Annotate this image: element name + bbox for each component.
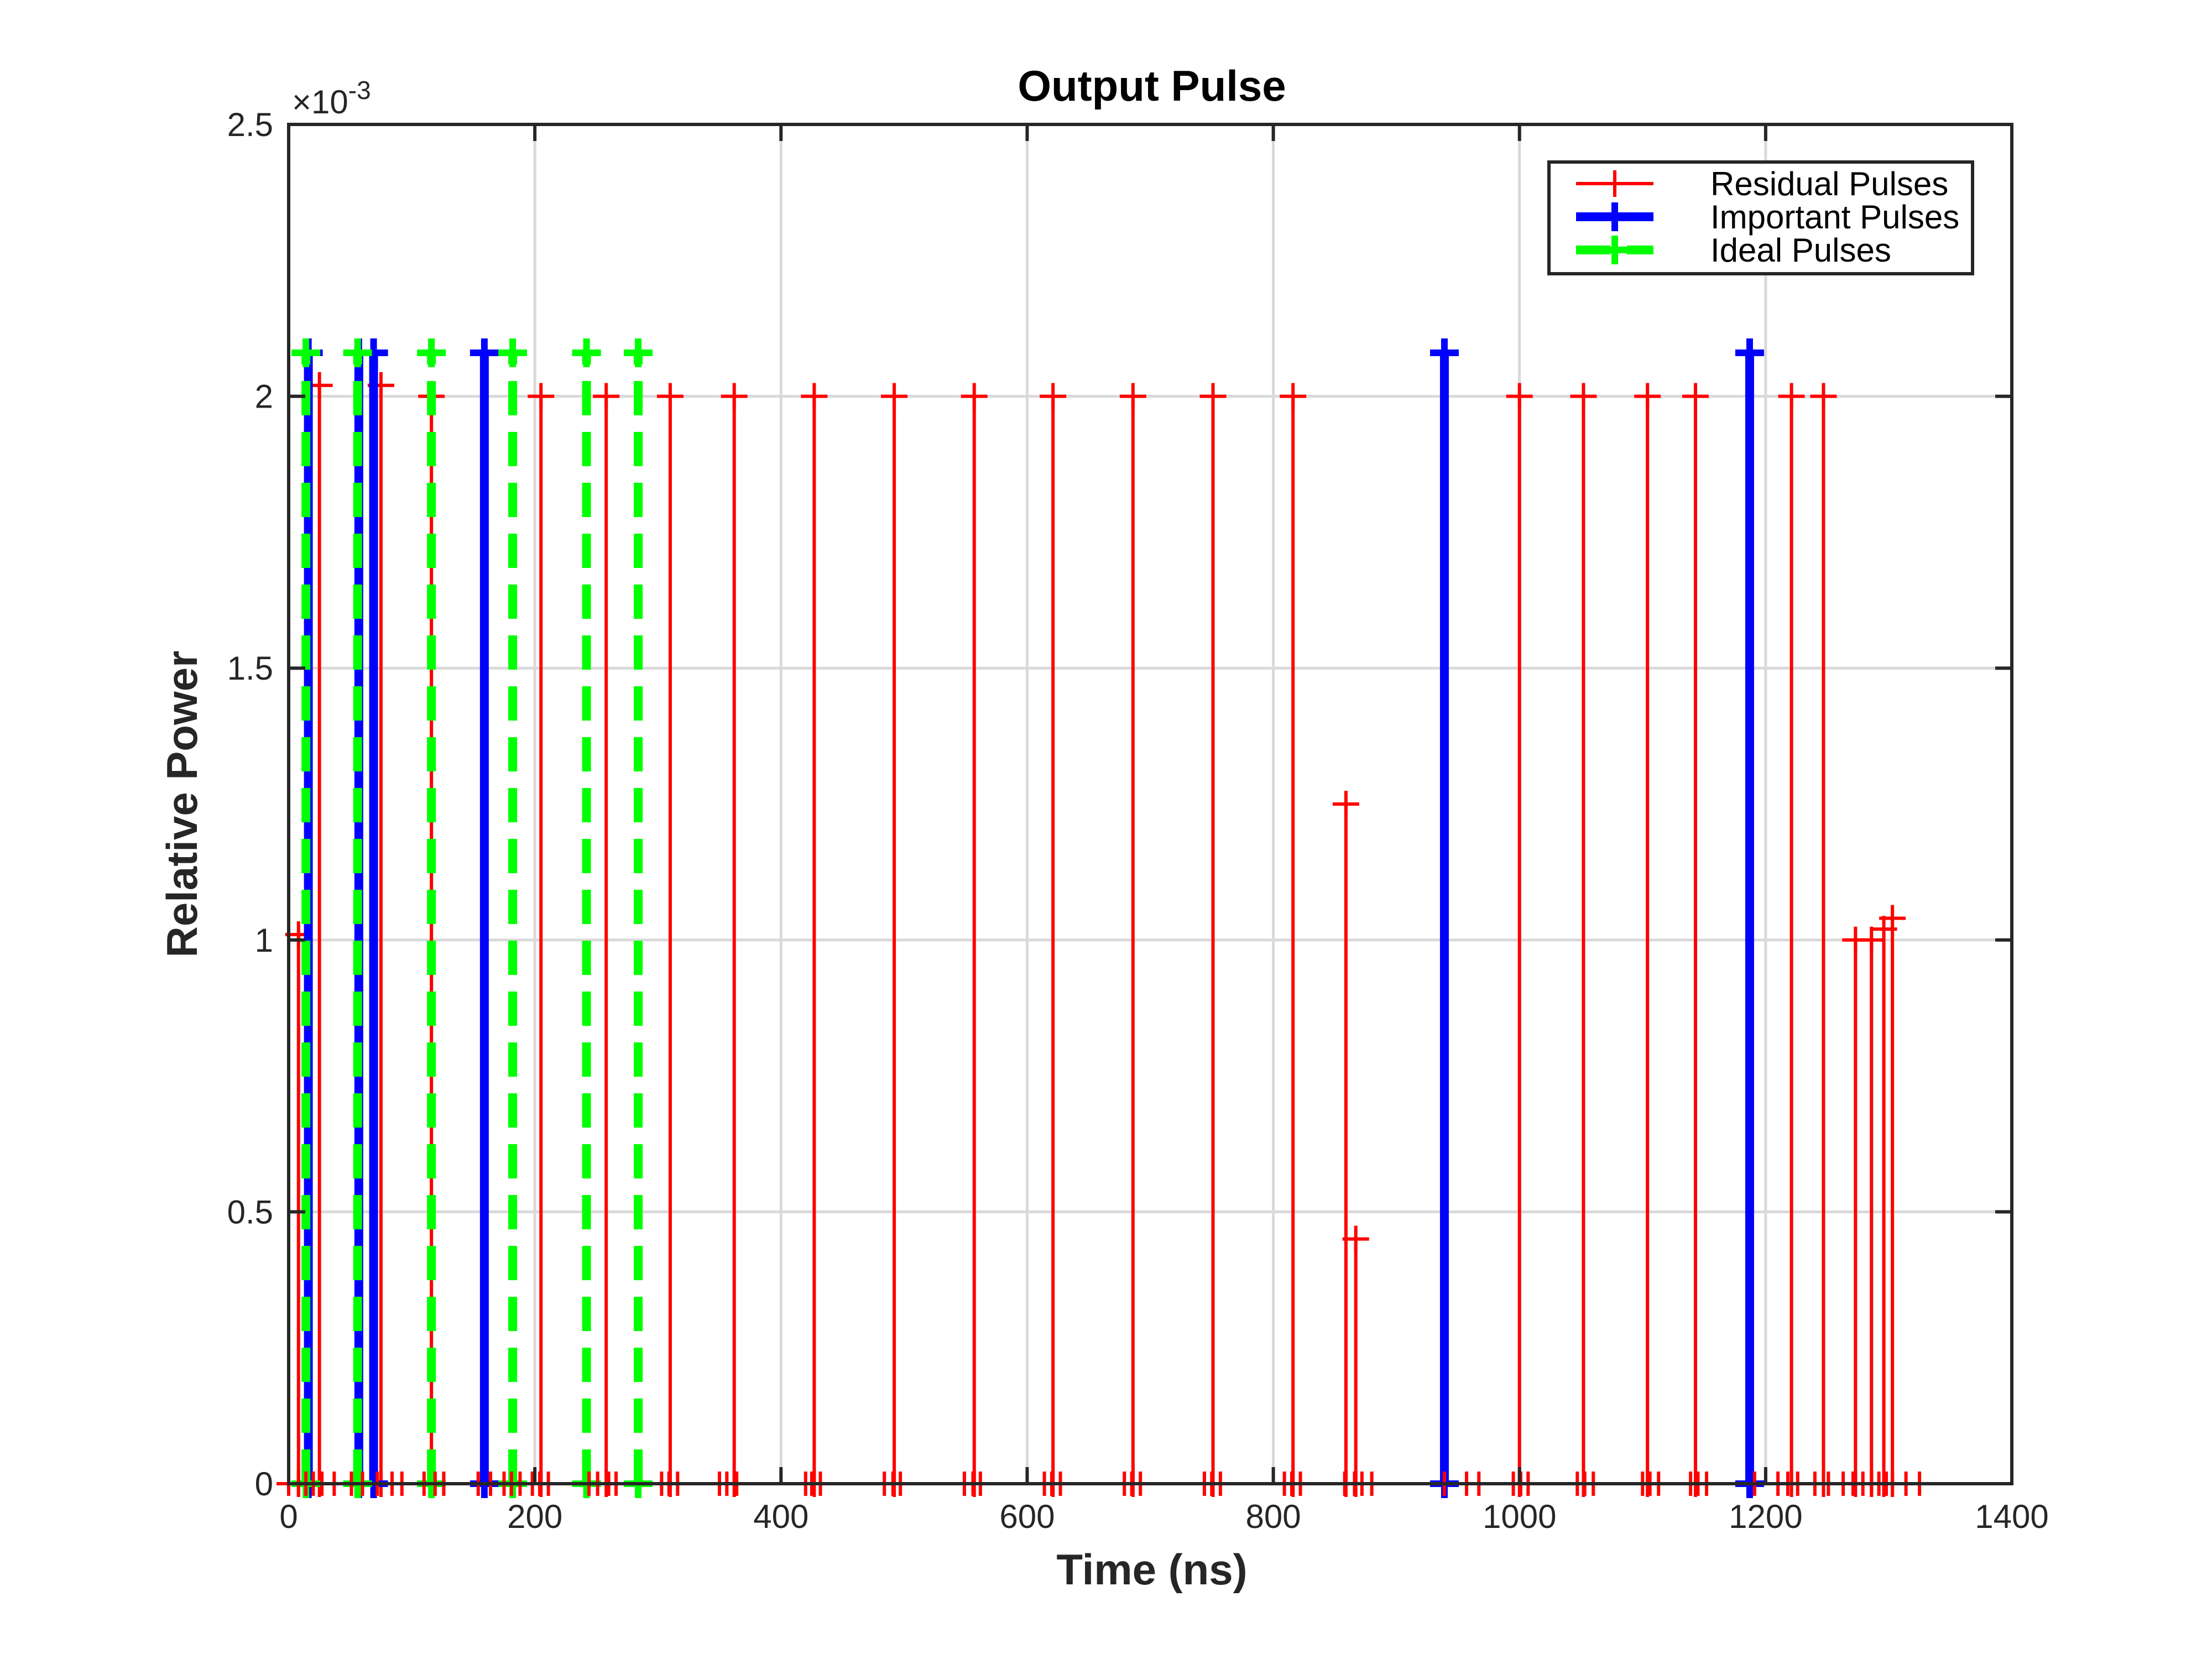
series-2-peak-marker-2 <box>417 338 446 367</box>
series-0-peak-marker-13 <box>1199 383 1227 410</box>
series-0-peak-marker-18 <box>1570 383 1597 410</box>
series-0-peak-marker-17 <box>1506 383 1533 410</box>
grid-lines <box>289 124 2012 1484</box>
series-0-peak-marker-12 <box>1119 383 1146 410</box>
series-0-peak-marker-19 <box>1634 383 1661 410</box>
legend-marker-2 <box>1600 236 1629 264</box>
y-tick-label-4: 2 <box>255 378 273 415</box>
series-0-peak-marker-21 <box>1778 383 1805 410</box>
series-0-peak-marker-7 <box>721 383 748 410</box>
y-tick-label-3: 1.5 <box>227 650 273 687</box>
series-0-peak-marker-6 <box>656 383 684 410</box>
plot-area <box>276 123 2013 1498</box>
y-tick-label-0: 0 <box>255 1465 273 1503</box>
y-axis-label: Relative Power <box>158 651 206 958</box>
data-series <box>285 338 1906 1498</box>
series-0-peak-marker-24 <box>1858 926 1885 953</box>
series-2-peak-marker-4 <box>572 338 601 367</box>
x-tick-label-0: 0 <box>279 1498 298 1535</box>
y-tick-label-5: 2.5 <box>227 106 273 143</box>
series-2-peak-marker-5 <box>624 338 653 367</box>
y-exponent-power: -3 <box>348 76 371 105</box>
series-0-peak-marker-15 <box>1332 791 1359 817</box>
series-1-peak-marker-5 <box>1735 338 1764 367</box>
series-1-peak-marker-3 <box>469 338 499 367</box>
series-0-peak-marker-26 <box>1879 905 1906 932</box>
x-axis-label: Time (ns) <box>1056 1545 1247 1594</box>
series-0-peak-marker-10 <box>961 383 988 410</box>
series-0 <box>285 372 1906 1497</box>
x-tick-labels: 0 200 400 600 800 1000 1200 1400 <box>279 1498 2048 1535</box>
legend-marker-0 <box>1601 170 1628 197</box>
series-1-peak-marker-4 <box>1430 338 1459 367</box>
legend-label-2: Ideal Pulses <box>1710 232 1891 269</box>
series-0-peak-marker-8 <box>801 383 828 410</box>
y-tick-labels: 0 0.5 1 1.5 2 2.5 <box>227 106 273 1503</box>
y-tick-label-2: 1 <box>255 922 273 959</box>
series-0-peak-marker-9 <box>881 383 908 410</box>
x-tick-label-1: 200 <box>507 1498 562 1535</box>
series-2 <box>291 338 653 1498</box>
y-exponent-base: ×10 <box>292 84 348 121</box>
y-axis-exponent: ×10-3 <box>292 76 371 121</box>
x-tick-label-5: 1000 <box>1483 1498 1556 1535</box>
series-0-peak-marker-22 <box>1810 383 1837 410</box>
plot-frame <box>287 123 2013 1485</box>
series-0-peak-marker-4 <box>528 383 555 410</box>
series-2-peak-marker-1 <box>343 338 372 367</box>
series-0-peak-marker-11 <box>1040 383 1067 410</box>
x-tick-label-2: 400 <box>753 1498 808 1535</box>
x-tick-label-4: 800 <box>1246 1498 1301 1535</box>
legend-marker-1 <box>1600 202 1629 231</box>
series-0-peak-marker-14 <box>1280 383 1307 410</box>
series-0-peak-marker-20 <box>1682 383 1709 410</box>
series-2-peak-marker-3 <box>498 338 528 367</box>
legend-label-0: Residual Pulses <box>1710 165 1948 202</box>
y-tick-label-1: 0.5 <box>227 1193 273 1230</box>
legend-label-1: Important Pulses <box>1710 199 1959 236</box>
x-tick-label-6: 1200 <box>1729 1498 1802 1535</box>
series-2-peak-marker-0 <box>291 338 321 367</box>
x-tick-label-3: 600 <box>999 1498 1055 1535</box>
axis-ticks <box>287 123 2013 1485</box>
series-0-peak-marker-5 <box>593 383 620 410</box>
series-0-peak-marker-16 <box>1342 1225 1369 1253</box>
chart-title: Output Pulse <box>1018 61 1286 110</box>
x-tick-label-7: 1400 <box>1975 1498 2048 1535</box>
